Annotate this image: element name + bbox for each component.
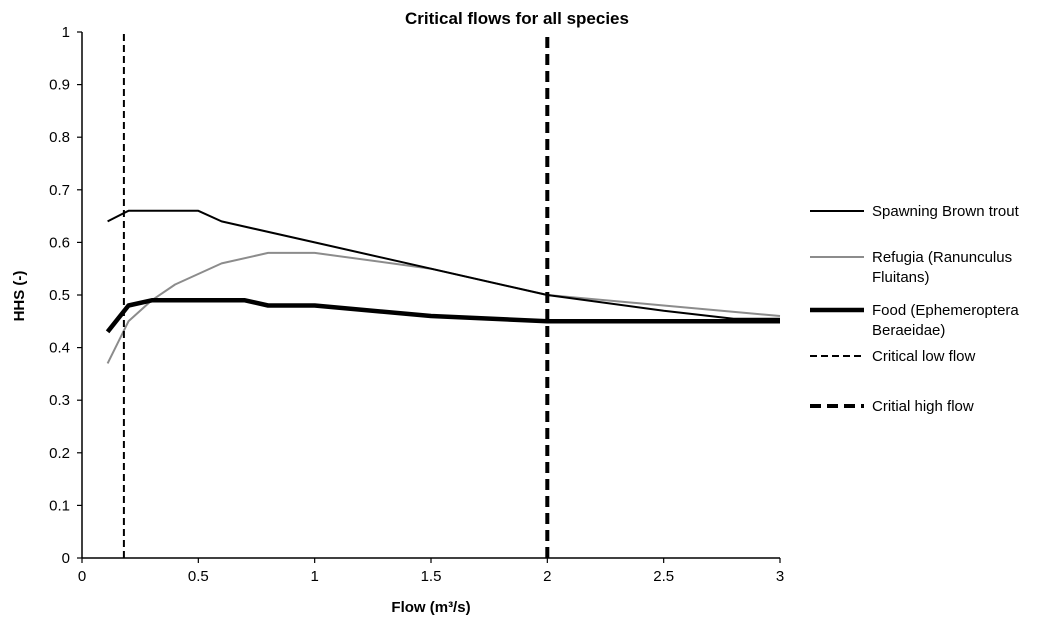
chart-title: Critical flows for all species — [405, 9, 629, 28]
x-tick-label: 0 — [78, 568, 86, 585]
legend-label-2: Beraeidae) — [872, 322, 945, 339]
y-tick-label: 0.5 — [49, 287, 70, 304]
legend-label-4: Critial high flow — [872, 398, 974, 415]
y-tick-label: 0.2 — [49, 445, 70, 462]
y-tick-label: 0.7 — [49, 182, 70, 199]
legend: Spawning Brown trout Refugia (Ranunculus F… — [810, 203, 1020, 415]
x-tick-label: 2 — [543, 568, 551, 585]
y-tick-label: 0.3 — [49, 392, 70, 409]
y-tick-label: 0.9 — [49, 77, 70, 94]
series-line-0 — [107, 209, 780, 320]
y-axis-label: HHS (-) — [11, 271, 28, 322]
legend-label-1: Fluitans) — [872, 269, 930, 286]
y-tick-label: 0.6 — [49, 234, 70, 251]
y-tick-label: 0.8 — [49, 129, 70, 146]
series-group — [105, 32, 781, 558]
y-tick-label: 0.1 — [49, 497, 70, 514]
series-line-1 — [106, 251, 781, 364]
legend-label-0: Spawning Brown trout — [872, 203, 1020, 220]
x-tick-label: 1.5 — [421, 568, 442, 585]
y-tick-label: 0.4 — [49, 340, 70, 357]
tick-labels: 0 0.1 0.2 0.3 0.4 0.5 0.6 0.7 0.8 0.9 1 0 0.5 1 1.5 2 2.… — [49, 24, 784, 585]
legend-label-2: Food (Ephemeroptera — [872, 302, 1019, 319]
axes — [77, 31, 781, 563]
x-tick-label: 1 — [310, 568, 318, 585]
legend-label-3: Critical low flow — [872, 348, 976, 365]
series-line-2 — [105, 298, 780, 334]
y-tick-label: 0 — [62, 550, 70, 567]
x-axis-label: Flow (m³/s) — [391, 599, 470, 616]
x-tick-label: 0.5 — [188, 568, 209, 585]
x-tick-label: 3 — [776, 568, 784, 585]
y-tick-label: 1 — [62, 24, 70, 41]
x-tick-label: 2.5 — [653, 568, 674, 585]
legend-label-1: Refugia (Ranunculus — [872, 249, 1012, 266]
